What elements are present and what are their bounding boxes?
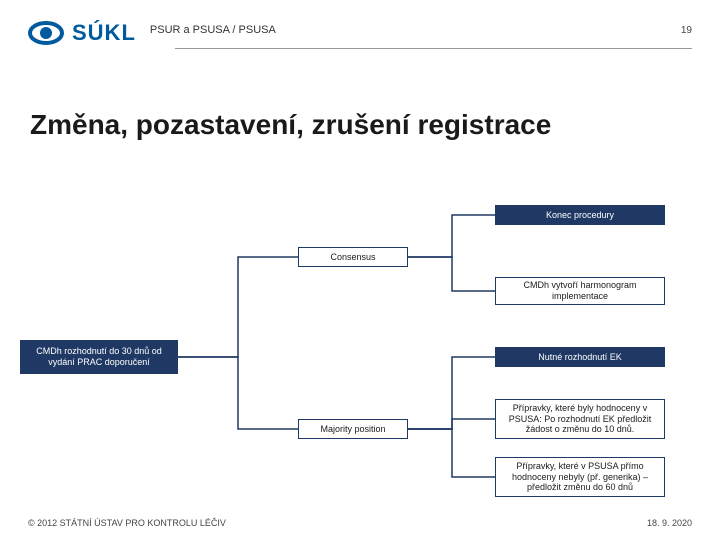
footer: © 2012 STÁTNÍ ÚSTAV PRO KONTROLU LÉČIV 1… xyxy=(28,518,692,528)
header: SÚKL PSUR a PSUSA / PSUSA 19 xyxy=(0,0,720,48)
breadcrumb: PSUR a PSUSA / PSUSA xyxy=(136,24,681,42)
flowchart: CMDh rozhodnutí do 30 dnů od vydání PRAC… xyxy=(20,195,700,485)
footer-date: 18. 9. 2020 xyxy=(647,518,692,528)
node-ek: Nutné rozhodnutí EK xyxy=(495,347,665,367)
copyright: © 2012 STÁTNÍ ÚSTAV PRO KONTROLU LÉČIV xyxy=(28,518,226,528)
logo: SÚKL xyxy=(28,18,136,48)
header-divider xyxy=(175,48,692,49)
page-number: 19 xyxy=(681,25,692,42)
page-title: Změna, pozastavení, zrušení registrace xyxy=(30,109,720,141)
node-end: Konec procedury xyxy=(495,205,665,225)
logo-text: SÚKL xyxy=(72,20,136,46)
node-pripravky2: Přípravky, které v PSUSA přímo hodnoceny… xyxy=(495,457,665,497)
node-consensus: Consensus xyxy=(298,247,408,267)
node-root: CMDh rozhodnutí do 30 dnů od vydání PRAC… xyxy=(20,340,178,374)
logo-eye-icon xyxy=(28,18,64,48)
node-harmonogram: CMDh vytvoří harmonogram implementace xyxy=(495,277,665,305)
node-majority: Majority position xyxy=(298,419,408,439)
node-pripravky1: Přípravky, které byly hodnoceny v PSUSA:… xyxy=(495,399,665,439)
